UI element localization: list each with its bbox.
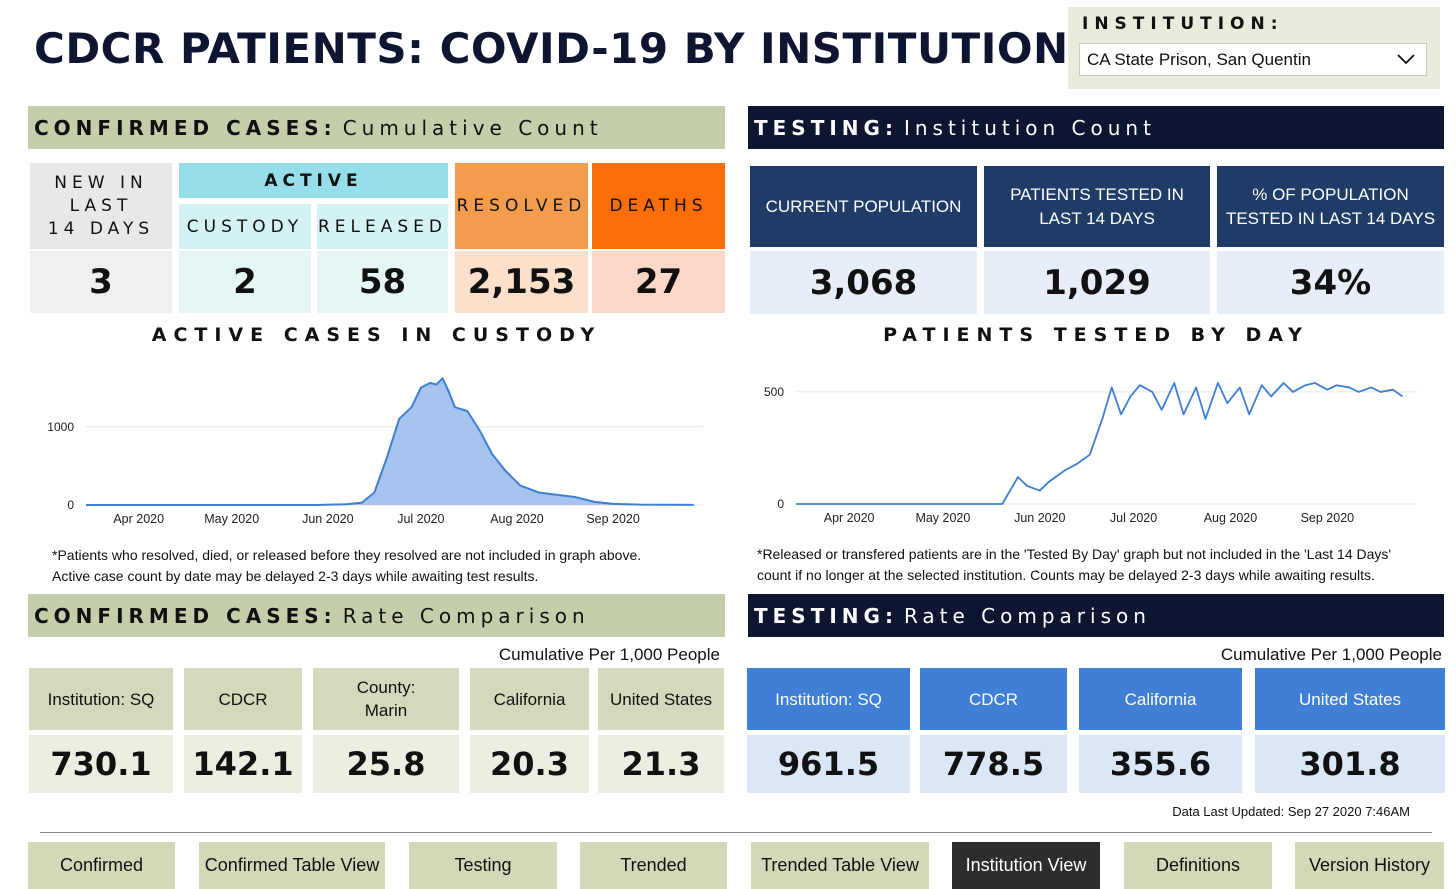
- banner-subtitle: Rate Comparison: [342, 603, 590, 628]
- x-tick-label: Jun 2020: [302, 512, 353, 526]
- note-line: *Released or transfered patients are in …: [757, 546, 1392, 562]
- nav-divider: [40, 832, 1432, 833]
- tested-label-line: LAST 14 DAYS: [1039, 208, 1155, 228]
- x-tick-label: Apr 2020: [824, 511, 875, 525]
- tested-by-day-chart: 0 500 Apr 2020 May 2020 Jun 2020 Jul 2020 Aug …: [764, 382, 1418, 525]
- institution-selected-value: CA State Prison, San Quentin: [1087, 49, 1311, 69]
- tested-14-days-value: 1,029: [984, 251, 1210, 314]
- rate-label-county: County: Marin: [313, 668, 459, 730]
- note-line: Active case count by date may be delayed…: [52, 568, 539, 584]
- banner-bold-label: TESTING:: [754, 115, 898, 140]
- test-rate-value-california: 355.6: [1079, 735, 1242, 793]
- nav-trended-table-button[interactable]: Trended Table View: [751, 842, 929, 889]
- population-label: CURRENT POPULATION: [750, 166, 977, 247]
- new-14-days-label-tile: NEW IN LAST 14 DAYS: [30, 163, 172, 249]
- banner-bold-label: CONFIRMED CASES:: [34, 115, 337, 140]
- rate-value-cdcr: 142.1: [184, 735, 302, 793]
- active-header: ACTIVE: [179, 163, 448, 198]
- rate-label-california: California: [470, 668, 589, 730]
- nav-version-history-button[interactable]: Version History: [1295, 842, 1444, 889]
- testing-rate-banner: TESTING: Rate Comparison: [748, 594, 1444, 637]
- nav-confirmed-table-button[interactable]: Confirmed Table View: [199, 842, 385, 889]
- x-tick-label: May 2020: [915, 511, 970, 525]
- institution-dropdown[interactable]: CA State Prison, San Quentin: [1079, 43, 1427, 76]
- institution-label: INSTITUTION:: [1082, 14, 1284, 34]
- deaths-label: DEATHS: [592, 163, 725, 249]
- active-cases-chart: 0 1000 Apr 2020 May 2020 Jun 2020 Jul 2020 Aug…: [47, 377, 703, 526]
- rate-label-cdcr: CDCR: [184, 668, 302, 730]
- banner-bold-label: TESTING:: [754, 603, 898, 628]
- tested-14-days-label: PATIENTS TESTED IN LAST 14 DAYS: [984, 166, 1210, 247]
- rate-label-us: United States: [598, 668, 724, 730]
- rate-value-us: 21.3: [598, 735, 724, 793]
- nav-institution-view-button[interactable]: Institution View: [952, 842, 1100, 889]
- testing-count-banner: TESTING: Institution Count: [748, 106, 1444, 149]
- testing-rate-subtitle: Cumulative Per 1,000 People: [1220, 645, 1442, 664]
- y-tick-label: 0: [777, 497, 784, 511]
- nav-definitions-button[interactable]: Definitions: [1124, 842, 1272, 889]
- new-14-days-value: 3: [30, 251, 172, 313]
- banner-subtitle: Institution Count: [903, 115, 1156, 140]
- y-tick-label: 500: [764, 385, 784, 399]
- chevron-down-icon: [1397, 54, 1415, 65]
- y-tick-label: 1000: [47, 420, 74, 434]
- confirmed-rate-subtitle: Cumulative Per 1,000 People: [498, 645, 720, 664]
- test-rate-label-us: United States: [1255, 668, 1445, 730]
- pct-label-line: TESTED IN LAST 14 DAYS: [1225, 208, 1436, 228]
- new-label-line: NEW IN: [54, 172, 148, 193]
- x-tick-label: Sep 2020: [586, 512, 640, 526]
- x-tick-label: Jul 2020: [397, 512, 444, 526]
- x-tick-label: Jun 2020: [1014, 511, 1065, 525]
- rate-label-institution: Institution: SQ: [29, 668, 173, 730]
- nav-testing-button[interactable]: Testing: [409, 842, 557, 889]
- note-line: count if no longer at the selected insti…: [757, 567, 1375, 583]
- x-tick-label: Jul 2020: [1110, 511, 1157, 525]
- x-tick-label: Sep 2020: [1301, 511, 1355, 525]
- released-label: RELEASED: [317, 204, 448, 249]
- resolved-label: RESOLVED: [455, 163, 588, 249]
- deaths-value: 27: [592, 251, 725, 313]
- data-updated-text: Data Last Updated: Sep 27 2020 7:46AM: [1172, 804, 1410, 819]
- x-tick-label: Aug 2020: [1204, 511, 1258, 525]
- rate-value-california: 20.3: [470, 735, 589, 793]
- banner-subtitle: Cumulative Count: [342, 115, 603, 140]
- x-tick-label: Apr 2020: [113, 512, 164, 526]
- pct-tested-value: 34%: [1217, 251, 1444, 314]
- rate-value-county: 25.8: [313, 735, 459, 793]
- new-label-line: LAST: [69, 195, 133, 216]
- nav-trended-button[interactable]: Trended: [580, 842, 727, 889]
- confirmed-cumulative-banner: CONFIRMED CASES: Cumulative Count: [28, 106, 725, 149]
- tested-label-line: PATIENTS TESTED IN: [1010, 184, 1184, 204]
- active-chart-title: ACTIVE CASES IN CUSTODY: [151, 324, 602, 346]
- resolved-value: 2,153: [455, 251, 588, 313]
- note-line: *Patients who resolved, died, or release…: [52, 547, 642, 563]
- banner-subtitle: Rate Comparison: [903, 603, 1151, 628]
- new-label-line: 14 DAYS: [47, 218, 155, 239]
- custody-value: 2: [179, 251, 311, 313]
- test-rate-value-us: 301.8: [1255, 735, 1445, 793]
- tested-chart-note: *Released or transfered patients are in …: [757, 544, 1447, 586]
- series-line: [796, 382, 1403, 505]
- tested-chart-title: PATIENTS TESTED BY DAY: [883, 324, 1309, 346]
- rate-value-institution: 730.1: [29, 735, 173, 793]
- confirmed-rate-banner: CONFIRMED CASES: Rate Comparison: [28, 594, 725, 637]
- pct-label-line: % OF POPULATION: [1252, 184, 1409, 204]
- x-tick-label: May 2020: [204, 512, 259, 526]
- test-rate-label-institution: Institution: SQ: [747, 668, 910, 730]
- y-tick-label: 0: [67, 498, 74, 512]
- banner-bold-label: CONFIRMED CASES:: [34, 603, 337, 628]
- pct-tested-label: % OF POPULATION TESTED IN LAST 14 DAYS: [1217, 166, 1444, 247]
- active-chart-note: *Patients who resolved, died, or release…: [52, 545, 722, 587]
- test-rate-label-cdcr: CDCR: [920, 668, 1067, 730]
- x-tick-label: Aug 2020: [490, 512, 544, 526]
- test-rate-value-cdcr: 778.5: [920, 735, 1067, 793]
- custody-label: CUSTODY: [179, 204, 311, 249]
- test-rate-label-california: California: [1079, 668, 1242, 730]
- released-value: 58: [317, 251, 448, 313]
- test-rate-value-institution: 961.5: [747, 735, 910, 793]
- area-fill: [86, 378, 694, 505]
- nav-confirmed-button[interactable]: Confirmed: [28, 842, 175, 889]
- population-value: 3,068: [750, 251, 977, 314]
- page-title: CDCR PATIENTS: COVID-19 BY INSTITUTION: [34, 24, 1069, 73]
